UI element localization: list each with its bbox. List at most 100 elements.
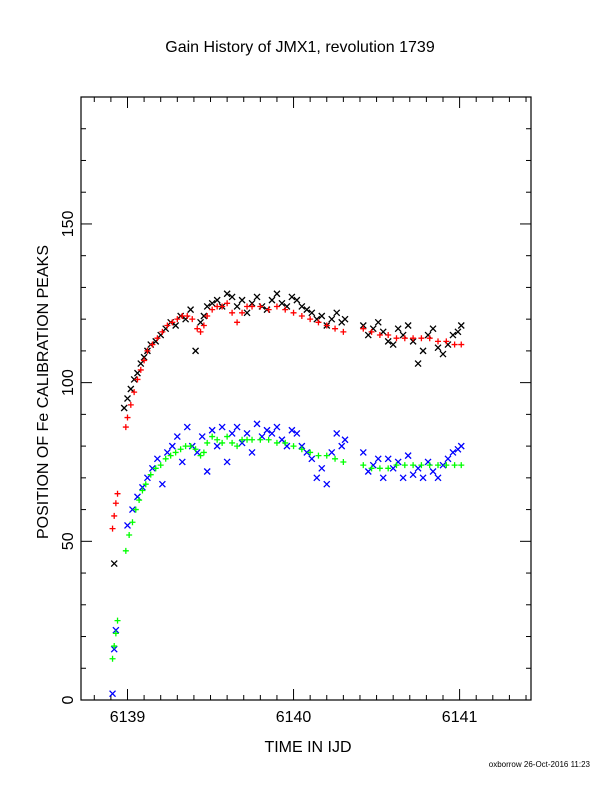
- data-point: [439, 350, 447, 358]
- data-point: [112, 630, 119, 637]
- data-point: [147, 471, 154, 478]
- data-point: [228, 293, 236, 301]
- data-point: [429, 325, 437, 333]
- data-point: [197, 318, 205, 326]
- data-point: [359, 448, 367, 456]
- data-point: [257, 436, 264, 443]
- data-point: [293, 296, 301, 304]
- data-point: [153, 455, 161, 463]
- data-point: [457, 322, 465, 329]
- data-point: [152, 465, 159, 472]
- x-tick-label: 6140: [276, 709, 312, 726]
- data-point: [137, 360, 145, 368]
- data-point: [379, 474, 387, 482]
- y-tick-label: 0: [60, 695, 77, 704]
- data-point: [443, 338, 450, 345]
- data-point: [133, 369, 141, 377]
- x-axis-label: TIME IN IJD: [264, 739, 351, 756]
- data-point: [444, 455, 452, 463]
- data-point: [243, 309, 251, 317]
- plot-frame: [80, 96, 532, 701]
- data-point: [308, 455, 316, 463]
- data-point: [393, 462, 400, 469]
- data-point: [249, 436, 256, 443]
- data-point: [368, 328, 375, 335]
- data-point: [368, 465, 375, 472]
- data-point: [340, 328, 347, 335]
- data-point: [282, 439, 289, 446]
- data-point: [323, 452, 330, 459]
- data-point: [143, 474, 151, 482]
- data-point: [332, 325, 339, 332]
- data-point: [167, 452, 174, 459]
- data-point: [303, 306, 311, 314]
- data-point: [203, 303, 211, 310]
- data-point: [401, 335, 408, 342]
- x-tick-label: 6141: [442, 709, 478, 726]
- data-point: [414, 360, 422, 368]
- data-point: [184, 312, 191, 319]
- data-point: [111, 512, 118, 519]
- data-point: [111, 643, 118, 650]
- data-point: [307, 449, 314, 456]
- data-point: [273, 423, 281, 431]
- data-point: [298, 303, 306, 310]
- data-point: [451, 462, 458, 469]
- data-point: [122, 424, 129, 431]
- data-point: [124, 414, 131, 421]
- data-point: [333, 429, 341, 437]
- data-point: [273, 303, 280, 310]
- data-point: [426, 335, 433, 342]
- data-point: [139, 487, 146, 494]
- data-point: [204, 312, 211, 319]
- data-point: [376, 465, 383, 472]
- data-point: [341, 315, 349, 323]
- data-point: [164, 322, 171, 329]
- data-point: [434, 474, 442, 482]
- data-point: [364, 468, 372, 475]
- data-point: [379, 328, 387, 336]
- data-point: [112, 626, 120, 634]
- data-point: [189, 316, 196, 323]
- data-point: [141, 357, 148, 364]
- data-point: [177, 446, 184, 453]
- data-point: [223, 458, 231, 466]
- data-point: [194, 325, 201, 332]
- data-point: [120, 404, 128, 412]
- data-point: [137, 366, 144, 373]
- data-point: [323, 322, 330, 329]
- y-tick-label: 50: [60, 532, 77, 550]
- data-point: [198, 433, 206, 441]
- data-point: [130, 375, 138, 383]
- data-point: [200, 449, 207, 456]
- data-point: [192, 347, 200, 355]
- data-point: [224, 433, 231, 440]
- data-point: [410, 335, 417, 342]
- data-point: [208, 426, 216, 434]
- data-point: [308, 309, 316, 317]
- data-point: [333, 309, 341, 317]
- data-point: [290, 309, 297, 316]
- data-point: [298, 312, 305, 319]
- data-point: [223, 290, 231, 298]
- data-point: [376, 332, 383, 339]
- data-point: [374, 455, 382, 463]
- data-point: [290, 443, 297, 450]
- data-point: [214, 436, 221, 443]
- data-point: [328, 315, 336, 323]
- data-point: [233, 423, 241, 431]
- data-point: [253, 293, 261, 301]
- data-point: [238, 296, 246, 304]
- data-point: [209, 433, 216, 440]
- data-point: [418, 462, 425, 469]
- data-point: [307, 316, 314, 323]
- data-point: [257, 303, 264, 310]
- data-point: [204, 439, 211, 446]
- data-point: [122, 547, 129, 554]
- data-point: [238, 439, 246, 447]
- data-point: [134, 376, 141, 383]
- y-tick-label: 150: [60, 211, 77, 238]
- data-point: [148, 464, 156, 472]
- data-point: [273, 439, 280, 446]
